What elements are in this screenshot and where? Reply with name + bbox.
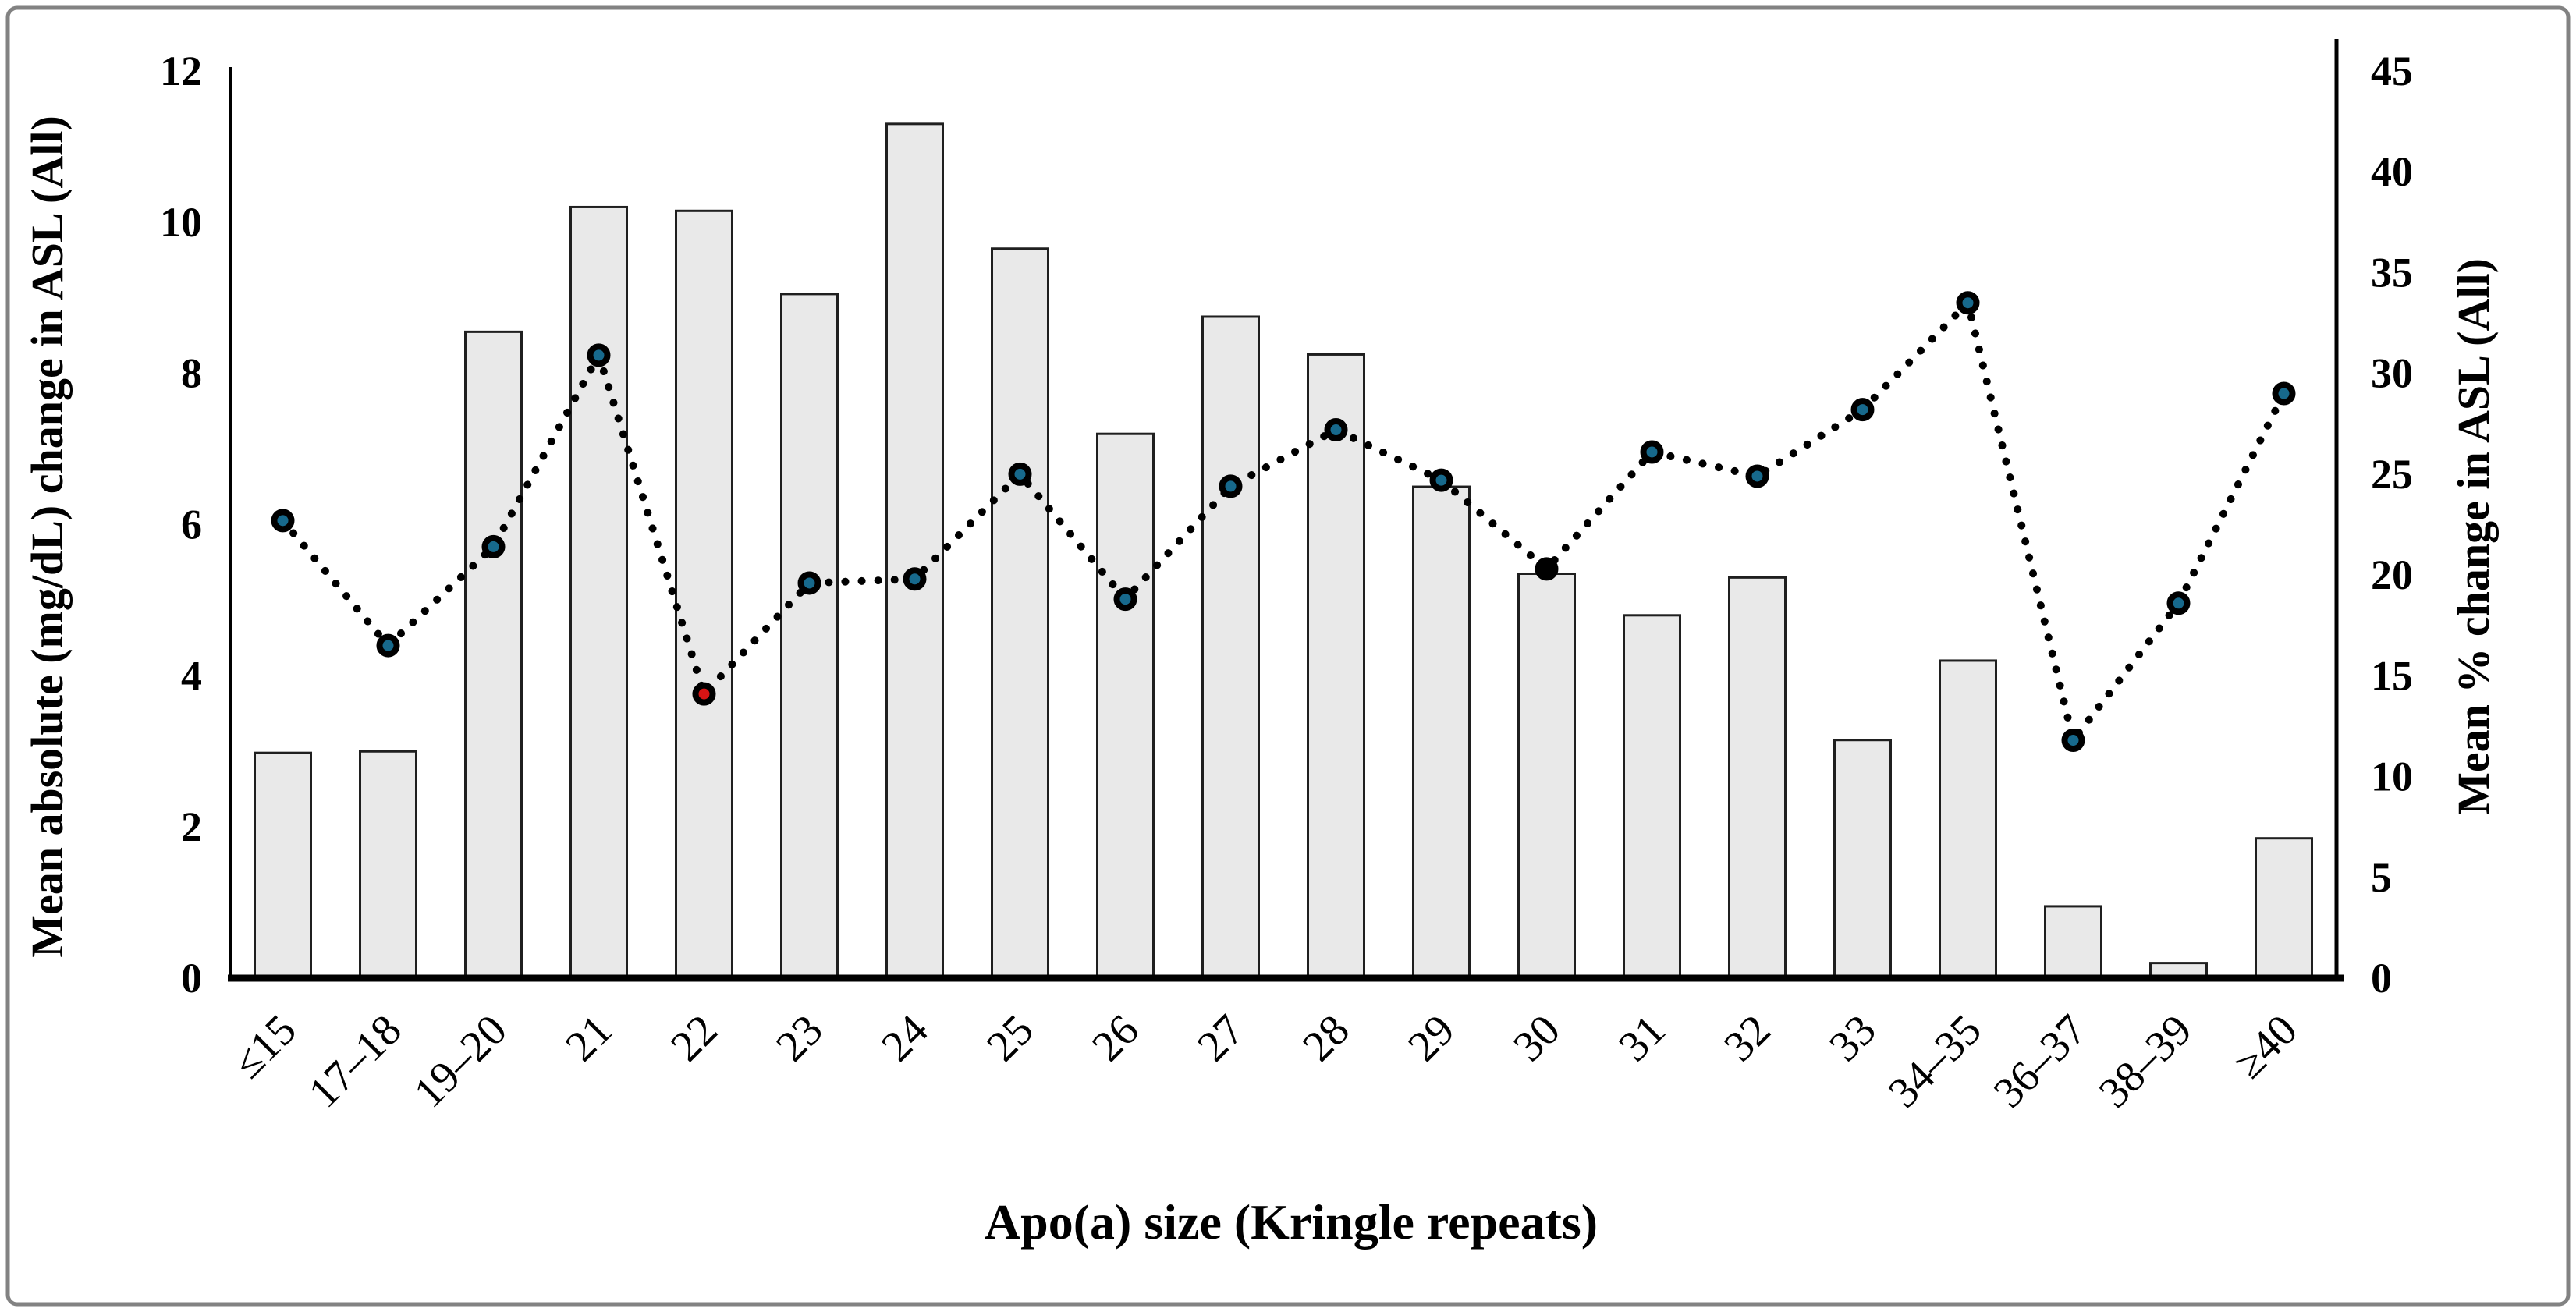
x-category-label: 29 (1399, 1005, 1464, 1070)
figure-border (5, 5, 2571, 1307)
right-tick-label: 30 (2371, 350, 2413, 397)
x-category-label: 28 (1293, 1005, 1358, 1070)
right-tick-label: 0 (2371, 955, 2392, 1002)
left-axis-title: Mean absolute (mg/dL) change in ASL (All… (22, 115, 73, 958)
bar-21 (569, 205, 628, 980)
x-category-label: 17–18 (300, 1005, 411, 1117)
data-point-27 (1219, 474, 1243, 498)
dotted-line-series (279, 295, 2288, 750)
data-point-38–39 (2166, 591, 2191, 615)
data-point-17–18 (376, 633, 400, 658)
data-point-25 (1008, 462, 1032, 486)
bar-27 (1201, 315, 1260, 980)
x-category-label: 30 (1504, 1005, 1569, 1070)
bar-29 (1412, 485, 1471, 980)
left-tick-label: 6 (181, 502, 202, 548)
x-category-label: 21 (556, 1005, 621, 1070)
bar-23 (780, 293, 839, 980)
bar-33 (1833, 739, 1892, 980)
x-category-label: 32 (1715, 1005, 1779, 1070)
x-category-label: 24 (872, 1005, 937, 1070)
x-category-label: 34–35 (1879, 1005, 1991, 1117)
x-category-label: 26 (1083, 1005, 1148, 1070)
bar-34–35 (1939, 659, 1997, 980)
bar-24 (885, 122, 944, 980)
data-point-36–37 (2061, 729, 2085, 753)
data-point-23 (797, 571, 821, 595)
bar-31 (1623, 614, 1681, 980)
x-category-label: ≤15 (224, 1005, 306, 1087)
bar-25 (991, 247, 1049, 980)
data-point-21 (587, 343, 611, 367)
data-point-24 (903, 567, 927, 591)
bar-36–37 (2044, 905, 2102, 980)
x-category-label: 31 (1609, 1005, 1674, 1070)
x-axis-title: Apo(a) size (Kringle repeats) (985, 1194, 1598, 1250)
data-point-34–35 (1956, 291, 1980, 315)
data-point-26 (1113, 587, 1137, 612)
right-tick-label: 25 (2371, 451, 2413, 498)
data-point-22 (692, 682, 716, 706)
data-point-28 (1324, 418, 1348, 442)
bar-≤15 (254, 751, 312, 980)
right-tick-label: 10 (2371, 754, 2413, 800)
x-category-label: 38–39 (2090, 1005, 2202, 1117)
left-tick-label: 8 (181, 350, 202, 397)
data-point-31 (1640, 440, 1664, 464)
x-category-label: 22 (662, 1005, 726, 1070)
bar-30 (1517, 572, 1576, 980)
data-point-29 (1429, 468, 1453, 492)
left-tick-label: 12 (160, 48, 202, 94)
right-tick-label: 20 (2371, 551, 2413, 598)
left-tick-label: 4 (181, 652, 202, 699)
data-point-19–20 (481, 534, 506, 558)
left-tick-label: 2 (181, 803, 202, 850)
x-category-label: 25 (978, 1005, 1042, 1070)
data-point-30 (1535, 557, 1559, 581)
bar-≥40 (2255, 837, 2313, 980)
data-point-32 (1745, 464, 1769, 488)
x-category-label: 33 (1820, 1005, 1885, 1070)
bar-17–18 (359, 750, 417, 980)
right-axis-title: Mean % change in ASL (All) (2448, 258, 2499, 815)
left-tick-label: 0 (181, 955, 202, 1002)
left-tick-label: 10 (160, 199, 202, 246)
x-category-label: ≥40 (2225, 1005, 2307, 1087)
plot-area: 024681012051015202530354045≤1517–1819–20… (5, 5, 2571, 1307)
right-tick-label: 5 (2371, 854, 2392, 901)
bar-28 (1307, 353, 1365, 980)
bar-22 (675, 209, 733, 980)
x-category-label: 23 (767, 1005, 832, 1070)
x-category-label: 36–37 (1985, 1005, 2096, 1117)
bar-26 (1096, 432, 1155, 980)
right-tick-label: 45 (2371, 48, 2413, 94)
bar-19–20 (464, 330, 523, 980)
data-point-33 (1850, 398, 1875, 422)
data-point-≥40 (2272, 381, 2296, 406)
right-tick-label: 40 (2371, 148, 2413, 195)
x-category-label: 27 (1188, 1005, 1253, 1070)
right-tick-label: 15 (2371, 652, 2413, 699)
right-tick-label: 35 (2371, 249, 2413, 296)
bar-32 (1728, 576, 1787, 980)
data-point-≤15 (271, 509, 295, 533)
x-category-label: 19–20 (405, 1005, 516, 1117)
